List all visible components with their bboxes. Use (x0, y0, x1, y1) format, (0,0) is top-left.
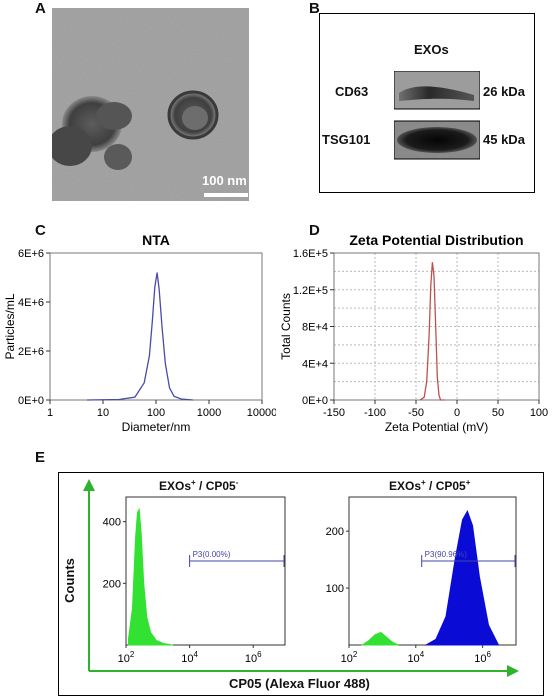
zeta-y-tick-label: 0E+0 (302, 395, 328, 407)
flow-right-plot-frame (348, 496, 517, 646)
flow-left-y-tick-label: 200 (103, 578, 121, 590)
nta-title: NTA (142, 232, 170, 248)
flow-right-y-tick-label: 100 (326, 583, 344, 595)
flow-right-gate-label: P3(90.96%) (425, 550, 468, 559)
blot-image (394, 71, 480, 160)
nta-chart: NTA 1 10 100 1000 10000 0E+0 2E+6 4E+6 6E+6 Diamet… (3, 232, 276, 434)
panel-label-b: B (309, 0, 320, 17)
zeta-plot-frame (333, 252, 540, 401)
nta-y-tick-label: 2E+6 (18, 346, 44, 358)
tem-micrograph: 100 nm (52, 8, 249, 201)
zeta-y-tick-label: 4E+4 (302, 358, 328, 370)
flow-right-x-tick-label: 102 (341, 650, 358, 665)
flow-title-left: EXOs+ / CP05- (159, 478, 239, 493)
band-label-cd63: CD63 (335, 84, 369, 99)
flow-right-y-tick-label: 200 (326, 526, 344, 538)
nta-x-tick-label: 100 (147, 407, 165, 419)
flow-left-plot-frame (125, 496, 286, 646)
flow-left-x-tick-label: 102 (118, 650, 135, 665)
zeta-series-line (419, 262, 445, 401)
nta-y-tick-label: 6E+6 (18, 248, 44, 260)
zeta-x-tick-label: -50 (408, 407, 424, 419)
zeta-x-tick-label: 0 (454, 407, 460, 419)
nta-xlabel: Diameter/nm (122, 420, 191, 434)
nta-x-tick-label: 10000 (247, 407, 276, 419)
flow-right-x-tick-label: 106 (474, 650, 491, 665)
flow-xlabel: CP05 (Alexa Fluor 488) (229, 676, 370, 691)
flow-y-arrowhead (83, 479, 95, 491)
flow-right-histogram-negative (360, 631, 399, 646)
flow-left-y-tick-label: 400 (103, 517, 121, 529)
nta-series-line (86, 272, 194, 401)
flow-right-x-tick-label: 104 (407, 650, 424, 665)
flow-cytometry-panel: P3(0.00%) 102 104 106 200 400 P3(90.96%) 102 104… (58, 472, 544, 696)
flow-left-histogram-series (128, 507, 174, 646)
western-blot-panel: EXOs CD63 TSG101 26 kDa 45 kDa (319, 13, 535, 193)
flow-left-gate-label: P3(0.00%) (193, 550, 231, 559)
nta-x-tick-label: 1000 (197, 407, 221, 419)
zeta-x-tick-label: 100 (530, 407, 548, 419)
flow-left-x-tick-label: 104 (181, 650, 198, 665)
panel-label-e: E (35, 449, 46, 466)
scalebar-label: 100 nm (202, 173, 247, 188)
zeta-y-tick-label: 1.2E+5 (293, 285, 328, 297)
zeta-xlabel: Zeta Potential (mV) (385, 420, 488, 434)
nta-ylabel: Particles/mL (3, 293, 17, 359)
blot-title: EXOs (414, 42, 449, 57)
nta-y-tick-label: 4E+6 (18, 297, 44, 309)
nta-plot-frame (49, 252, 263, 401)
flow-x-arrowhead (507, 665, 519, 677)
band-label-tsg101: TSG101 (322, 132, 371, 147)
flow-ylabel: Counts (61, 558, 77, 603)
flow-left-x-tick-label: 106 (245, 650, 262, 665)
band-size-cd63: 26 kDa (483, 84, 525, 99)
band-size-tsg101: 45 kDa (483, 132, 525, 147)
zeta-chart: Zeta Potential Distribution -150 -100 -50 0 5… (279, 232, 548, 434)
zeta-title: Zeta Potential Distribution (349, 232, 523, 248)
flow-histograms: P3(0.00%) 102 104 106 200 400 P3(90.96%) 102 104… (83, 479, 519, 677)
flow-right-histogram-positive (424, 510, 500, 646)
nta-x-tick-label: 1 (47, 407, 53, 419)
zeta-x-tick-label: -100 (364, 407, 386, 419)
zeta-x-tick-label: 50 (492, 407, 504, 419)
panel-label-a: A (35, 0, 46, 17)
panel-label-d: D (309, 222, 320, 239)
nta-x-tick-label: 10 (97, 407, 109, 419)
nta-y-tick-label: 0E+0 (18, 395, 44, 407)
zeta-ylabel: Total Counts (279, 293, 293, 360)
zeta-y-tick-label: 8E+4 (302, 322, 328, 334)
panel-label-c: C (35, 222, 46, 239)
zeta-x-tick-label: -150 (323, 407, 345, 419)
flow-title-right: EXOs+ / CP05+ (389, 478, 471, 493)
zeta-y-tick-label: 1.6E+5 (293, 248, 328, 260)
